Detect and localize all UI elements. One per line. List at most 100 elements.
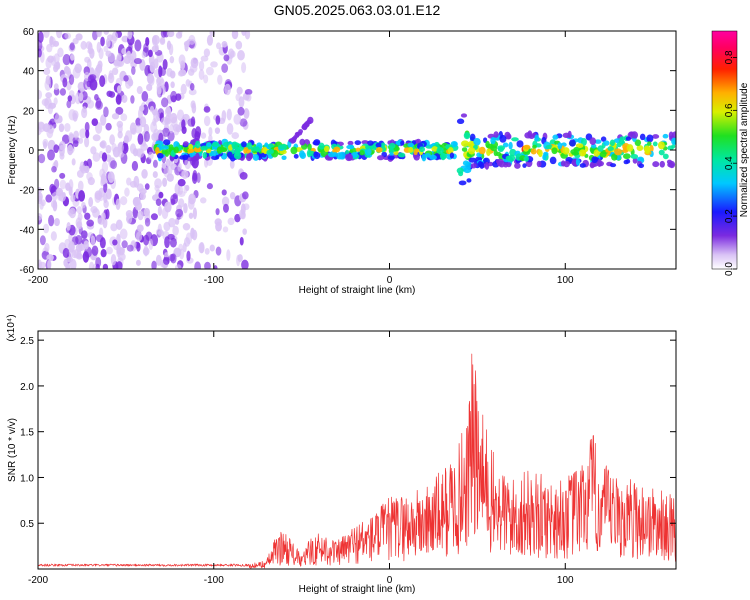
spectrogram-cell <box>101 161 109 174</box>
spectrogram-cell <box>359 150 365 156</box>
spectrogram-x-tick-label: 100 <box>557 275 574 286</box>
spectrogram-cell <box>278 144 286 150</box>
spectrogram-cell <box>172 193 178 200</box>
spectrogram-cell <box>424 153 431 158</box>
spectrogram-cell <box>117 53 122 61</box>
spectrogram-cell <box>449 152 455 159</box>
spectrogram-cell <box>38 259 42 269</box>
spectrogram-cell <box>116 85 122 94</box>
spectrogram-cell <box>170 198 176 206</box>
spectrogram-cell <box>649 144 654 153</box>
spectrogram-cell <box>68 132 74 143</box>
spectrogram-cell <box>169 112 178 124</box>
spectrogram-cell <box>141 169 148 179</box>
spectrogram-cell <box>466 178 472 183</box>
spectrogram-cell <box>70 194 76 203</box>
spectrogram-cell <box>241 141 247 148</box>
spectrogram-cell <box>463 132 471 140</box>
spectrogram-cell <box>299 150 305 158</box>
spectrogram-cell <box>134 39 142 52</box>
spectrogram-cell <box>188 34 196 45</box>
spectrogram-cell <box>241 259 249 269</box>
spectrogram-cell <box>301 123 308 131</box>
spectrogram-cell <box>623 159 629 165</box>
spectrogram-cell <box>215 155 220 160</box>
spectrogram-cell <box>159 37 166 46</box>
spectrogram-cell <box>522 163 527 168</box>
spectrogram-cell <box>632 157 638 164</box>
spectrogram-cell <box>562 132 571 139</box>
spectrogram-cell <box>79 165 87 172</box>
spectrogram-cell <box>243 203 250 211</box>
colorbar-gradient <box>711 30 738 270</box>
spectrogram-cell <box>188 143 194 150</box>
spectrogram-cell <box>221 189 227 196</box>
spectrogram-cell <box>142 247 150 256</box>
spectrogram-cell <box>79 128 87 139</box>
spectrogram-cell <box>188 212 194 219</box>
spectrogram-y-label: Frequency (Hz) <box>7 116 18 185</box>
spectrogram-cell <box>55 187 64 197</box>
spectrogram-cell <box>413 154 420 161</box>
spectrogram-cell <box>247 152 254 160</box>
spectrogram-cell <box>657 141 665 150</box>
spectrogram-cell <box>631 131 639 139</box>
spectrogram-cell <box>168 217 176 228</box>
spectrogram-cell <box>191 102 197 114</box>
spectrogram-x-tick-label: 0 <box>387 275 393 286</box>
colorbar-tick-label: 0.0 <box>724 262 735 276</box>
spectrogram-cell <box>431 146 438 152</box>
spectrogram-cell <box>450 141 458 148</box>
spectrogram-cell <box>167 165 173 176</box>
spectrogram-cell <box>70 53 75 61</box>
spectrogram-cell <box>174 264 182 269</box>
snr-x-tick-label: -100 <box>204 575 224 586</box>
spectrogram-cell <box>135 231 143 242</box>
spectrogram-y-tick-label: -20 <box>20 186 35 197</box>
spectrogram-cell <box>148 238 154 251</box>
spectrogram-cell <box>354 140 362 146</box>
spectrogram-cell <box>66 221 71 231</box>
spectrogram-cell <box>215 208 220 216</box>
spectrogram-cell <box>593 149 600 157</box>
spectrogram-cell <box>523 155 529 162</box>
spectrogram-cell <box>160 31 167 38</box>
spectrogram-cell <box>170 90 178 103</box>
spectrogram-cell <box>65 182 71 191</box>
spectrogram-cell <box>668 160 676 169</box>
spectrogram-cell <box>80 40 87 50</box>
spectrogram-cell <box>87 177 95 186</box>
spectrogram-cell <box>229 192 236 200</box>
spectrogram-cell <box>164 236 170 249</box>
spectrogram-cell <box>165 114 171 125</box>
spectrogram-cell <box>135 259 141 266</box>
spectrogram-cell <box>96 31 102 37</box>
spectrogram-cell <box>672 131 676 139</box>
spectrogram-cell <box>469 133 476 142</box>
spectrogram-cell <box>100 249 107 258</box>
spectrogram-cell <box>174 183 181 195</box>
spectrogram-cell <box>133 58 142 65</box>
spectrogram-cell <box>306 119 312 125</box>
spectrogram-cell <box>115 219 123 231</box>
spectrogram-cell <box>62 247 70 258</box>
spectrogram-cell <box>231 132 240 140</box>
spectrogram-cell <box>59 172 66 179</box>
spectrogram-cell <box>571 151 580 156</box>
spectrogram-cell <box>162 256 170 265</box>
spectrogram-cell <box>88 197 94 208</box>
spectrogram-cell <box>234 213 241 223</box>
spectrogram-cell <box>75 33 83 41</box>
spectrogram-cell <box>162 127 170 137</box>
spectrogram-cell <box>355 147 361 152</box>
spectrogram-cell <box>165 158 171 167</box>
spectrogram-cell <box>100 140 107 149</box>
spectrogram-cell <box>318 142 325 150</box>
spectrogram-cell <box>38 153 46 164</box>
spectrogram-cell <box>323 145 330 153</box>
spectrogram-cell <box>204 261 211 269</box>
spectrogram-y-ticks: -60 -40 -20 0 20 40 60 <box>20 27 676 276</box>
spectrogram-cell <box>75 234 83 245</box>
spectrogram-cell <box>461 140 469 147</box>
spectrogram-cell <box>105 144 112 154</box>
